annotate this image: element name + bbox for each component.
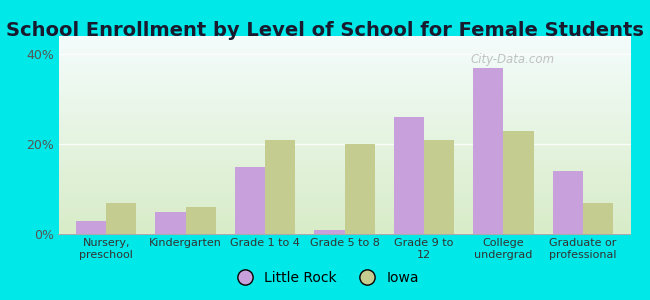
- Text: City-Data.com: City-Data.com: [471, 53, 554, 66]
- Bar: [76, 220, 106, 234]
- Bar: [265, 140, 295, 234]
- Legend: Little Rock, Iowa: Little Rock, Iowa: [225, 265, 425, 290]
- Bar: [235, 167, 265, 234]
- Bar: [315, 230, 344, 234]
- Bar: [424, 140, 454, 234]
- Bar: [503, 130, 534, 234]
- Bar: [473, 68, 503, 234]
- Bar: [344, 144, 374, 234]
- Bar: [186, 207, 216, 234]
- Text: School Enrollment by Level of School for Female Students: School Enrollment by Level of School for…: [6, 21, 644, 40]
- Bar: [394, 117, 424, 234]
- Bar: [106, 202, 136, 234]
- Bar: [583, 202, 613, 234]
- Bar: [552, 171, 583, 234]
- Bar: [155, 212, 186, 234]
